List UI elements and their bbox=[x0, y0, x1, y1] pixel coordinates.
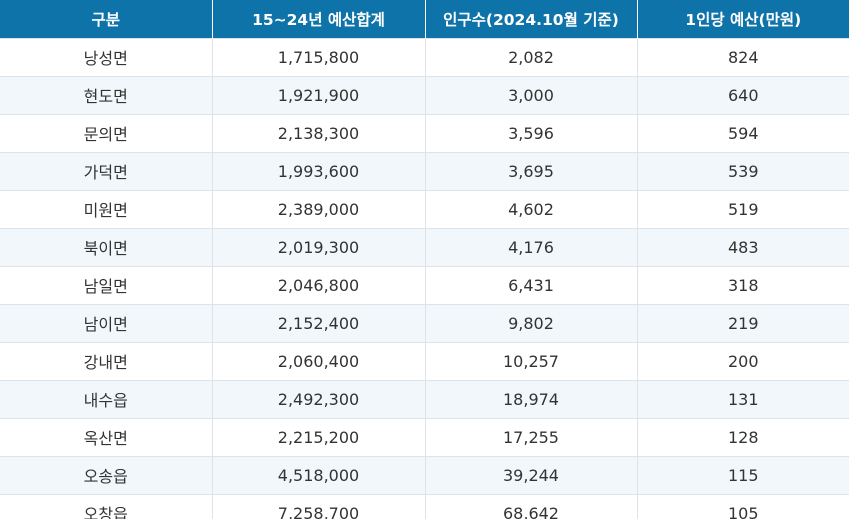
cell-population: 3,000 bbox=[424, 75, 637, 114]
cell-population: 39,244 bbox=[424, 455, 637, 494]
cell-population: 17,255 bbox=[424, 417, 637, 456]
cell-budget-total: 1,921,900 bbox=[211, 75, 425, 114]
cell-population: 18,974 bbox=[424, 379, 637, 418]
table-row: 현도면 1,921,900 3,000 640 bbox=[0, 75, 849, 114]
cell-budget-per-capita: 115 bbox=[636, 455, 849, 494]
cell-budget-total: 2,019,300 bbox=[211, 227, 425, 266]
cell-region: 남이면 bbox=[0, 303, 212, 342]
cell-region: 오송읍 bbox=[0, 455, 212, 494]
cell-region: 내수읍 bbox=[0, 379, 212, 418]
cell-budget-total: 1,993,600 bbox=[211, 151, 425, 190]
header-population: 인구수(2024.10월 기준) bbox=[424, 0, 637, 38]
table-row: 내수읍 2,492,300 18,974 131 bbox=[0, 379, 849, 418]
header-row: 구분 15~24년 예산합계 인구수(2024.10월 기준) 1인당 예산(만… bbox=[0, 0, 849, 38]
table-row: 가덕면 1,993,600 3,695 539 bbox=[0, 151, 849, 190]
table-row: 북이면 2,019,300 4,176 483 bbox=[0, 227, 849, 266]
cell-region: 미원면 bbox=[0, 189, 212, 228]
cell-budget-per-capita: 539 bbox=[636, 151, 849, 190]
cell-budget-per-capita: 128 bbox=[636, 417, 849, 456]
cell-region: 강내면 bbox=[0, 341, 212, 380]
header-budget-total: 15~24년 예산합계 bbox=[211, 0, 425, 38]
table-row: 문의면 2,138,300 3,596 594 bbox=[0, 113, 849, 152]
cell-budget-per-capita: 640 bbox=[636, 75, 849, 114]
cell-budget-per-capita: 594 bbox=[636, 113, 849, 152]
table-row: 남이면 2,152,400 9,802 219 bbox=[0, 303, 849, 342]
cell-budget-total: 2,492,300 bbox=[211, 379, 425, 418]
cell-budget-per-capita: 824 bbox=[636, 37, 849, 76]
cell-budget-per-capita: 200 bbox=[636, 341, 849, 380]
header-region: 구분 bbox=[0, 0, 212, 38]
cell-budget-per-capita: 105 bbox=[636, 493, 849, 519]
cell-budget-per-capita: 219 bbox=[636, 303, 849, 342]
cell-region: 남일면 bbox=[0, 265, 212, 304]
cell-region: 오창읍 bbox=[0, 493, 212, 519]
cell-region: 옥산면 bbox=[0, 417, 212, 456]
cell-region: 가덕면 bbox=[0, 151, 212, 190]
table-row: 옥산면 2,215,200 17,255 128 bbox=[0, 417, 849, 456]
cell-population: 2,082 bbox=[424, 37, 637, 76]
table-row: 오창읍 7,258,700 68,642 105 bbox=[0, 493, 849, 519]
table-row: 오송읍 4,518,000 39,244 115 bbox=[0, 455, 849, 494]
cell-region: 문의면 bbox=[0, 113, 212, 152]
cell-population: 3,695 bbox=[424, 151, 637, 190]
header-budget-per-capita: 1인당 예산(만원) bbox=[636, 0, 849, 38]
cell-budget-per-capita: 483 bbox=[636, 227, 849, 266]
cell-budget-total: 2,152,400 bbox=[211, 303, 425, 342]
cell-budget-per-capita: 519 bbox=[636, 189, 849, 228]
table-header: 구분 15~24년 예산합계 인구수(2024.10월 기준) 1인당 예산(만… bbox=[0, 0, 849, 38]
table-row: 미원면 2,389,000 4,602 519 bbox=[0, 189, 849, 228]
cell-budget-total: 2,060,400 bbox=[211, 341, 425, 380]
cell-region: 낭성면 bbox=[0, 37, 212, 76]
table-body: 낭성면 1,715,800 2,082 824 현도면 1,921,900 3,… bbox=[0, 37, 849, 519]
cell-budget-total: 2,046,800 bbox=[211, 265, 425, 304]
cell-budget-per-capita: 318 bbox=[636, 265, 849, 304]
table-row: 남일면 2,046,800 6,431 318 bbox=[0, 265, 849, 304]
cell-population: 6,431 bbox=[424, 265, 637, 304]
cell-population: 9,802 bbox=[424, 303, 637, 342]
cell-population: 10,257 bbox=[424, 341, 637, 380]
cell-population: 4,602 bbox=[424, 189, 637, 228]
cell-population: 3,596 bbox=[424, 113, 637, 152]
table-row: 낭성면 1,715,800 2,082 824 bbox=[0, 37, 849, 76]
cell-population: 68,642 bbox=[424, 493, 637, 519]
cell-budget-total: 7,258,700 bbox=[211, 493, 425, 519]
table-row: 강내면 2,060,400 10,257 200 bbox=[0, 341, 849, 380]
cell-region: 북이면 bbox=[0, 227, 212, 266]
cell-budget-per-capita: 131 bbox=[636, 379, 849, 418]
cell-region: 현도면 bbox=[0, 75, 212, 114]
cell-budget-total: 2,215,200 bbox=[211, 417, 425, 456]
cell-budget-total: 1,715,800 bbox=[211, 37, 425, 76]
cell-budget-total: 4,518,000 bbox=[211, 455, 425, 494]
cell-budget-total: 2,389,000 bbox=[211, 189, 425, 228]
cell-budget-total: 2,138,300 bbox=[211, 113, 425, 152]
cell-population: 4,176 bbox=[424, 227, 637, 266]
